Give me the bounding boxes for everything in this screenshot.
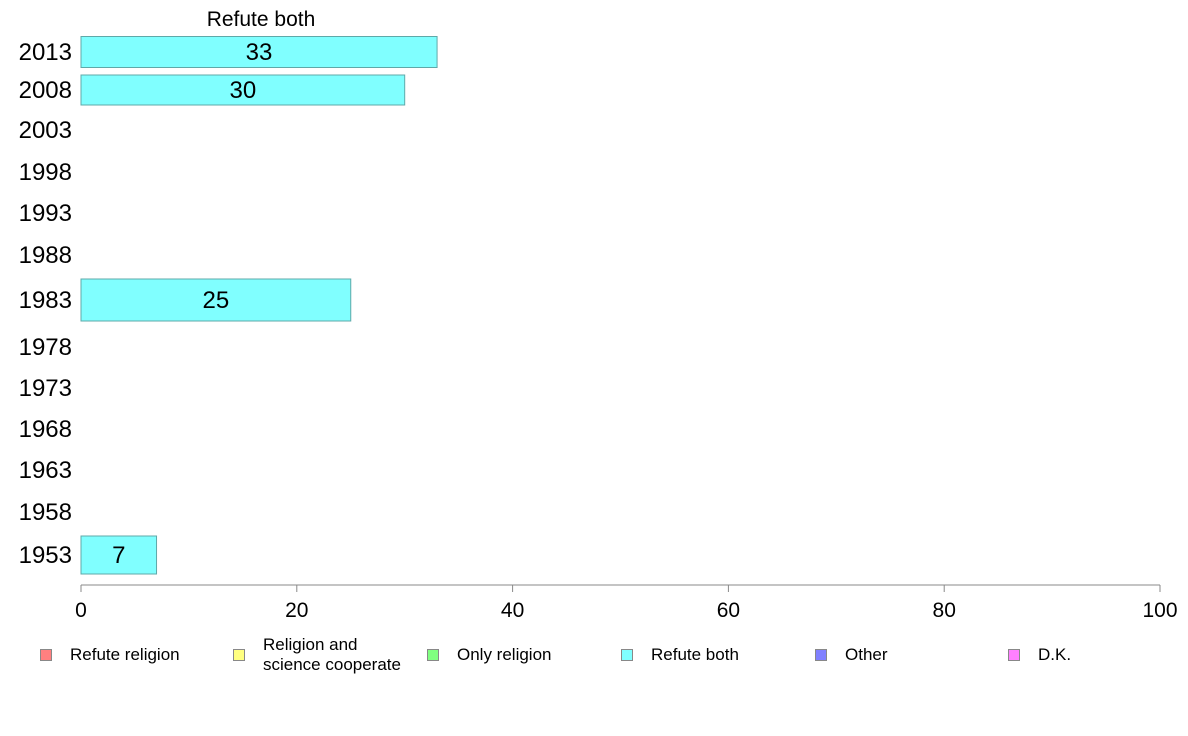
data-label-2013: 33 <box>246 39 273 66</box>
y-tick-label-1998: 1998 <box>19 159 72 186</box>
legend-swatch <box>621 649 633 661</box>
y-tick-label-1968: 1968 <box>19 416 72 443</box>
y-tick-label-1963: 1963 <box>19 457 72 484</box>
legend: Refute religion Religion and science coop… <box>0 635 1188 686</box>
bar-2013 <box>80 36 438 68</box>
legend-label: Only religion <box>457 645 552 664</box>
y-tick-label-1978: 1978 <box>19 334 72 361</box>
x-tick-label-100: 100 <box>1142 599 1177 620</box>
x-tick-label-20: 20 <box>285 599 308 620</box>
legend-item: Refute both <box>621 636 739 674</box>
x-tick-label-80: 80 <box>933 599 956 620</box>
legend-swatch <box>427 649 439 661</box>
legend-swatch <box>815 649 827 661</box>
legend-label: Refute religion <box>70 645 180 664</box>
legend-label: Religion and science cooperate <box>263 635 401 674</box>
bar-1983 <box>80 278 352 322</box>
legend-swatch <box>233 649 245 661</box>
bar-2008 <box>80 74 406 106</box>
legend-swatch <box>40 649 52 661</box>
bar-1953 <box>80 535 158 575</box>
y-tick-label-2003: 2003 <box>19 117 72 144</box>
legend-label: D.K. <box>1038 645 1072 664</box>
legend-label: Refute both <box>651 645 739 664</box>
legend-item: D.K. <box>1008 636 1071 674</box>
legend-item: Other <box>815 636 888 674</box>
legend-item: Refute religion <box>40 636 180 674</box>
y-tick-label-1973: 1973 <box>19 375 72 402</box>
chart-title: Refute both <box>207 8 316 31</box>
y-tick-label-2013: 2013 <box>19 39 72 66</box>
x-tick-label-60: 60 <box>717 599 740 620</box>
legend-item: Religion and science cooperate <box>233 635 401 674</box>
y-tick-label-1983: 1983 <box>19 287 72 314</box>
chart: Refute both 33 30 25 7 2013 2008 2003 1998 1993… <box>19 8 1178 620</box>
data-label-1983: 25 <box>203 287 230 314</box>
legend-item: Only religion <box>427 636 552 674</box>
y-tick-label-1958: 1958 <box>19 499 72 526</box>
y-tick-label-1988: 1988 <box>19 242 72 269</box>
x-tick-label-40: 40 <box>501 599 524 620</box>
y-tick-label-2008: 2008 <box>19 77 72 104</box>
data-label-2008: 30 <box>229 77 256 104</box>
y-tick-label-1953: 1953 <box>19 542 72 569</box>
y-tick-label-1993: 1993 <box>19 200 72 227</box>
x-tick-label-0: 0 <box>75 599 87 620</box>
legend-swatch <box>1008 649 1020 661</box>
data-label-1953: 7 <box>112 542 125 569</box>
legend-label: Other <box>845 645 888 664</box>
